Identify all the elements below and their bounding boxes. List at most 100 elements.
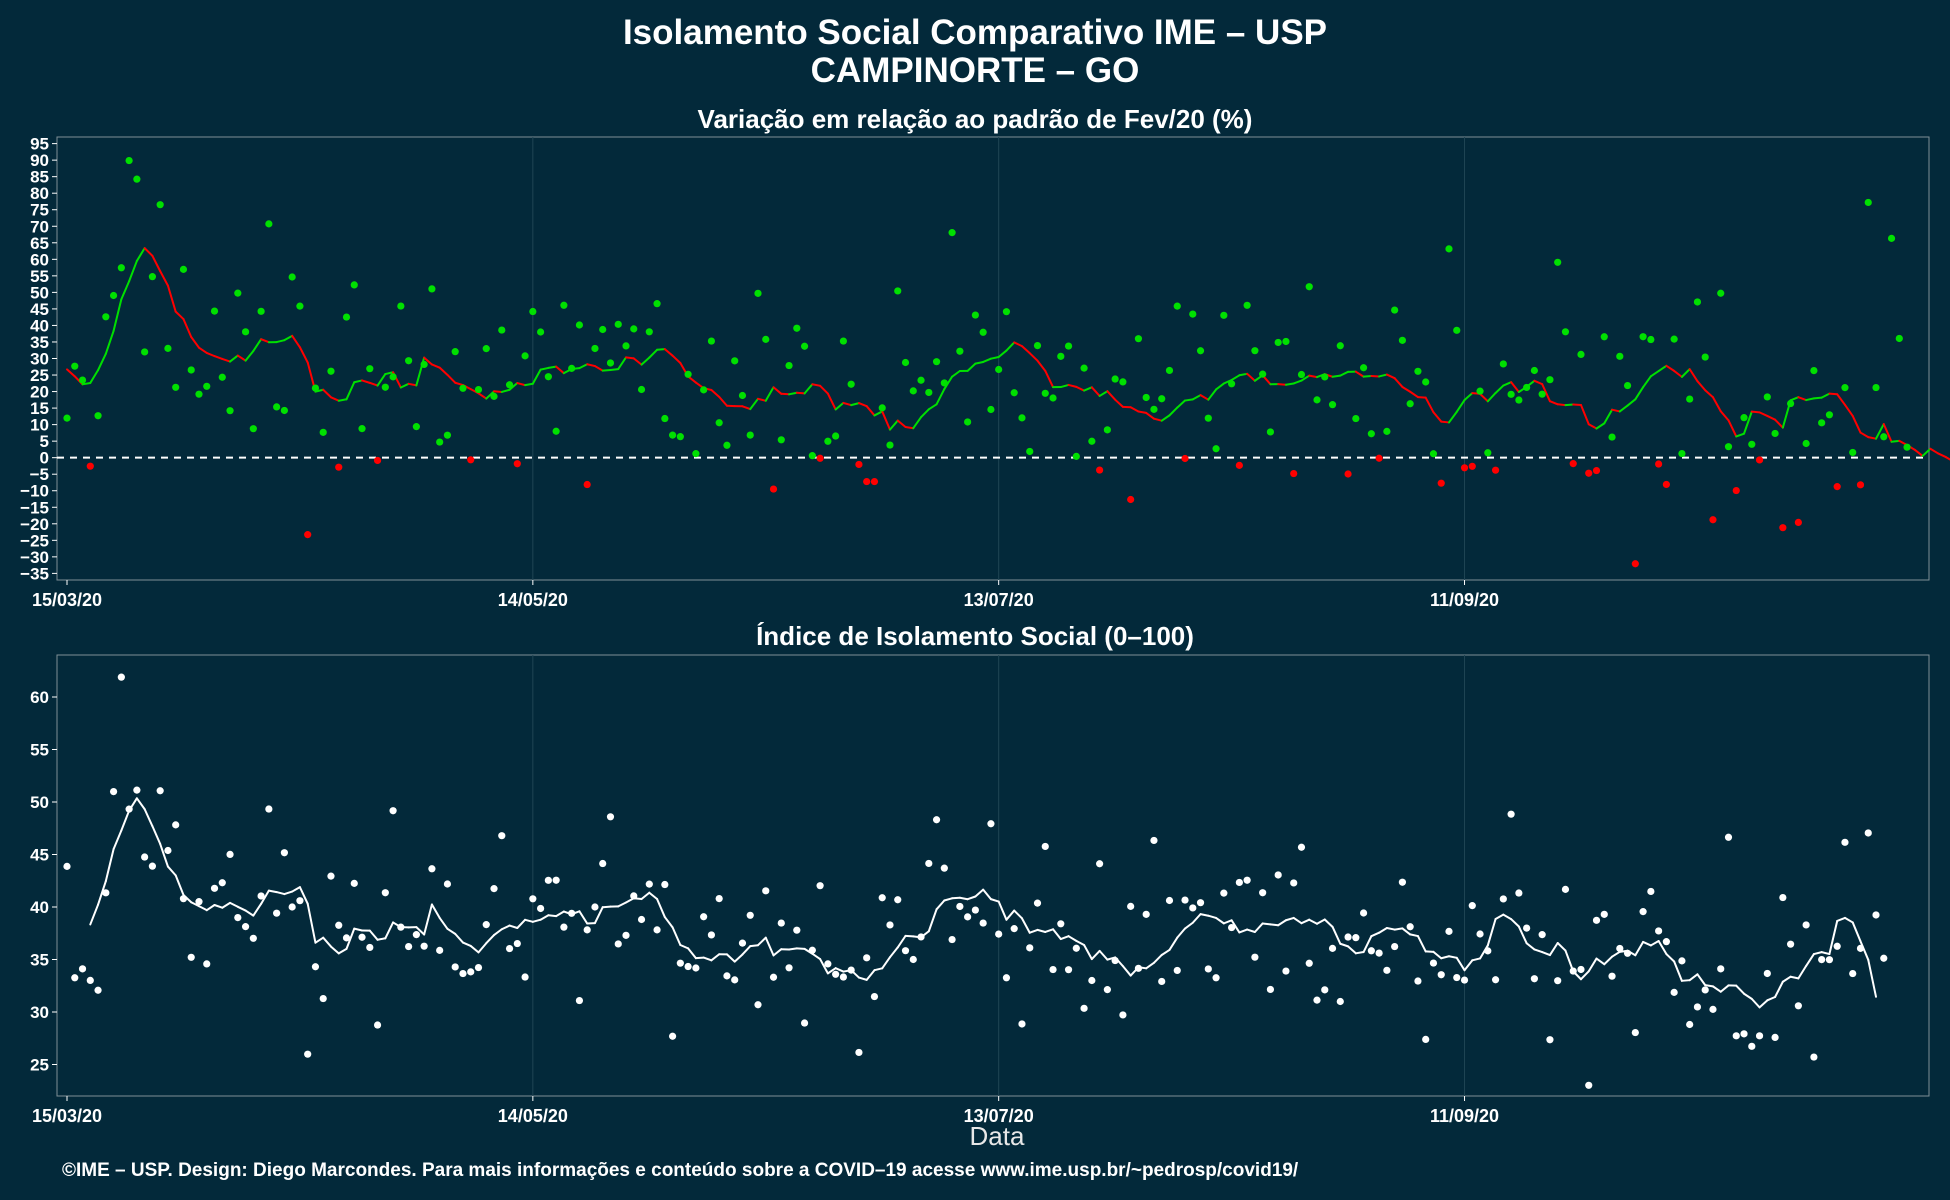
top-moving-average-segment [811,383,822,387]
top-y-tick-label: 90 [30,151,49,170]
bottom-moving-average-segment [1230,919,1241,934]
top-daily-point [1662,480,1670,489]
bottom-daily-point [102,889,110,897]
bottom-daily-point [1057,920,1065,928]
top-daily-point [1414,367,1422,375]
top-moving-average-segment [920,408,930,419]
top-moving-average-segment [1711,396,1722,413]
top-moving-average-segment [128,259,138,283]
bottom-moving-average-segment [275,891,286,896]
bottom-moving-average-segment [1199,913,1210,917]
top-moving-average-segment [1331,374,1342,378]
bottom-moving-average-segment [1207,914,1218,919]
top-moving-average-segment [1696,380,1707,392]
bottom-daily-point [1305,959,1313,967]
bottom-moving-average-segment [640,891,651,901]
bottom-daily-point [1740,1030,1748,1038]
bottom-daily-point [661,880,669,889]
bottom-daily-point [1515,889,1523,897]
bottom-moving-average-segment [1642,940,1652,947]
bottom-daily-point [769,973,778,981]
bottom-moving-average-segment [617,901,628,908]
top-daily-point [335,463,343,471]
top-daily-point [901,358,910,367]
bottom-daily-point [925,859,933,868]
top-daily-point [304,531,312,539]
bottom-moving-average-segment [229,901,239,908]
bottom-daily-point [1787,940,1795,948]
bottom-moving-average-segment [143,808,154,828]
bottom-moving-average-segment [1665,953,1676,963]
top-moving-average-segment [1595,422,1606,430]
bottom-daily-point [296,897,304,905]
top-daily-point [296,302,304,310]
top-moving-average-segment [1098,390,1109,397]
top-daily-point [738,391,747,400]
top-moving-average-segment [423,356,433,366]
top-y-tick-label: 25 [30,366,49,385]
bottom-daily-point [1655,927,1663,935]
top-moving-average-segment [120,280,131,301]
top-moving-average-segment [896,419,907,428]
bottom-daily-point [1546,1036,1554,1044]
top-moving-average-segment [89,369,100,384]
bottom-daily-point [1259,889,1267,897]
top-moving-average-segment [493,390,503,393]
top-moving-average-segment [850,402,860,407]
top-daily-point [684,370,692,378]
bottom-daily-point [909,955,917,964]
bottom-moving-average-segment [1719,984,1730,993]
top-moving-average-segment [997,349,1008,359]
top-daily-point [498,326,506,334]
bottom-moving-average-segment [104,848,115,883]
top-moving-average-segment [345,381,356,401]
top-daily-point [420,360,428,369]
top-daily-point [878,404,886,412]
bottom-daily-point [1554,977,1562,985]
top-moving-average-segment [1284,382,1295,386]
bottom-y-tick-label: 30 [30,1003,49,1022]
bottom-daily-point [1220,889,1228,897]
top-daily-point [1864,198,1872,207]
top-moving-average-segment [1587,423,1598,430]
top-daily-point [1903,443,1911,451]
top-daily-point [754,289,762,297]
top-daily-point [1771,429,1779,438]
top-daily-point [645,328,653,336]
bottom-moving-average-segment [190,901,200,908]
top-moving-average-segment [1548,400,1559,406]
bottom-daily-point [311,963,320,971]
top-moving-average-segment [1028,352,1039,362]
top-moving-average-segment [1688,368,1699,383]
bottom-moving-average-segment [593,906,604,925]
bottom-daily-point [1569,967,1577,975]
top-daily-point [1033,342,1042,350]
bottom-y-tick-label: 50 [30,793,49,812]
top-daily-point [1608,433,1616,441]
top-moving-average-segment [1090,386,1101,397]
top-daily-point [537,328,545,336]
top-y-tick-label: −5 [30,465,49,484]
top-daily-point [117,264,125,272]
bottom-moving-average-segment [1098,949,1109,961]
top-moving-average-segment [1719,410,1730,422]
top-daily-point [141,348,149,356]
top-daily-point [1655,460,1663,468]
top-daily-point [1849,448,1857,457]
bottom-moving-average-segment [966,895,977,901]
bottom-daily-point [552,876,560,884]
bottom-moving-average-segment [547,914,558,918]
top-moving-average-segment [1797,396,1808,402]
top-daily-point [1103,426,1111,434]
bottom-daily-point [847,966,855,974]
bottom-moving-average-segment [927,908,938,933]
bottom-moving-average-segment [1781,975,1792,983]
bottom-moving-average-segment [555,910,565,918]
bottom-daily-point [265,805,273,813]
bottom-moving-average-segment [1502,913,1513,921]
top-moving-average-segment [1843,403,1854,417]
top-daily-point [847,380,855,388]
bottom-moving-average-segment [423,903,433,936]
bottom-moving-average-segment [1820,951,1831,956]
